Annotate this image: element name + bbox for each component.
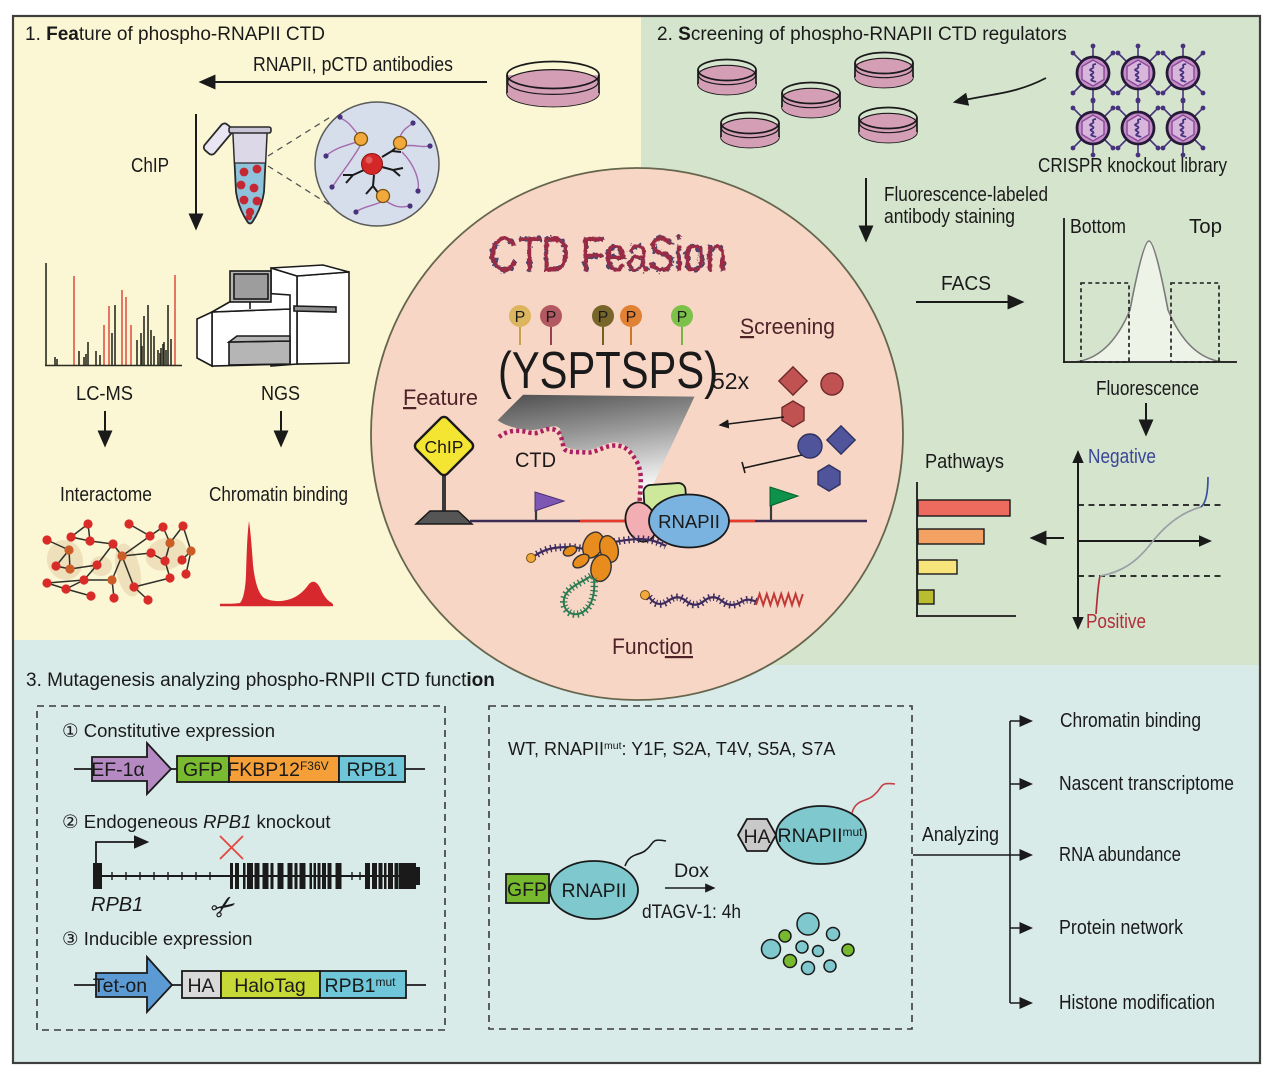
svg-text:GFP: GFP	[507, 879, 547, 901]
svg-text:3. Mutagenesis analyzing phosp: 3. Mutagenesis analyzing phospho-RNPII C…	[26, 670, 495, 691]
svg-text:Bottom: Bottom	[1070, 216, 1126, 238]
svg-text:GFP: GFP	[183, 759, 223, 781]
svg-text:Pathways: Pathways	[925, 451, 1004, 473]
svg-text:Histone modification: Histone modification	[1059, 992, 1215, 1014]
svg-text:P: P	[546, 309, 557, 326]
svg-text:Function: Function	[612, 634, 693, 659]
svg-text:HaloTag: HaloTag	[234, 975, 306, 997]
svg-text:CRISPR knockout library: CRISPR knockout library	[1038, 155, 1227, 177]
svg-text:RNAPIImut: RNAPIImut	[777, 825, 863, 847]
svg-text:P: P	[626, 309, 637, 326]
svg-text:RPB1: RPB1	[91, 894, 143, 916]
svg-text:CTD FeaSion: CTD FeaSion	[489, 228, 727, 282]
svg-text:Fluorescence-labeled: Fluorescence-labeled	[884, 184, 1048, 206]
svg-text:P: P	[598, 309, 609, 326]
svg-text:NGS: NGS	[261, 383, 300, 405]
svg-text:② Endogeneous RPB1 knockout: ② Endogeneous RPB1 knockout	[62, 811, 331, 832]
svg-text:③ Inducible expression: ③ Inducible expression	[62, 928, 252, 949]
svg-text:RNAPII: RNAPII	[658, 511, 720, 532]
svg-text:Tet-on: Tet-on	[93, 975, 147, 997]
svg-text:P: P	[515, 309, 526, 326]
svg-text:Analyzing: Analyzing	[922, 824, 999, 846]
svg-text:Nascent transcriptome: Nascent transcriptome	[1059, 773, 1234, 795]
svg-text:antibody staining: antibody staining	[884, 206, 1015, 228]
svg-text:CTD: CTD	[515, 449, 556, 472]
svg-text:① Constitutive expression: ① Constitutive expression	[62, 720, 275, 741]
svg-text:EF-1α: EF-1α	[91, 759, 145, 781]
svg-text:(YSPTSPS): (YSPTSPS)	[498, 342, 718, 400]
svg-text:HA: HA	[743, 826, 770, 848]
svg-text:HA: HA	[187, 975, 214, 997]
svg-text:Interactome: Interactome	[60, 484, 152, 506]
svg-text:Chromatin binding: Chromatin binding	[209, 484, 348, 506]
svg-text:LC-MS: LC-MS	[76, 383, 133, 405]
svg-text:ChIP: ChIP	[425, 437, 464, 457]
svg-text:Dox: Dox	[674, 861, 710, 882]
svg-text:RNAPII: RNAPII	[561, 880, 626, 902]
svg-text:WT, RNAPIImut: Y1F, S2A, T4V,: WT, RNAPIImut: Y1F, S2A, T4V, S5A, S7A	[508, 739, 835, 759]
svg-text:RNAPII, pCTD antibodies: RNAPII, pCTD antibodies	[253, 54, 453, 76]
svg-text:Feature: Feature	[403, 385, 478, 410]
svg-text:FACS: FACS	[941, 273, 991, 295]
svg-text:RNA abundance: RNA abundance	[1059, 844, 1181, 866]
svg-text:ChIP: ChIP	[131, 155, 169, 177]
svg-text:dTAGV-1: 4h: dTAGV-1: 4h	[642, 902, 741, 923]
svg-text:Chromatin binding: Chromatin binding	[1060, 710, 1201, 732]
svg-text:1. Feature of phospho-RNAPII C: 1. Feature of phospho-RNAPII CTD	[25, 24, 325, 45]
svg-text:Screening: Screening	[740, 314, 835, 339]
svg-text:Fluorescence: Fluorescence	[1096, 378, 1199, 400]
svg-text:52x: 52x	[712, 368, 750, 394]
svg-text:2. Screening of phospho-RNAPI: 2. Screening of phospho-RNAPII CTD regul…	[657, 24, 1067, 45]
svg-text:CTD FeaSion: CTD FeaSion	[489, 228, 727, 282]
svg-text:Protein network: Protein network	[1059, 917, 1184, 939]
svg-text:Negative: Negative	[1088, 446, 1156, 468]
svg-text:RPB1: RPB1	[347, 759, 398, 781]
svg-text:Top: Top	[1189, 216, 1222, 238]
svg-text:P: P	[677, 309, 688, 326]
svg-text:Positive: Positive	[1086, 611, 1146, 633]
